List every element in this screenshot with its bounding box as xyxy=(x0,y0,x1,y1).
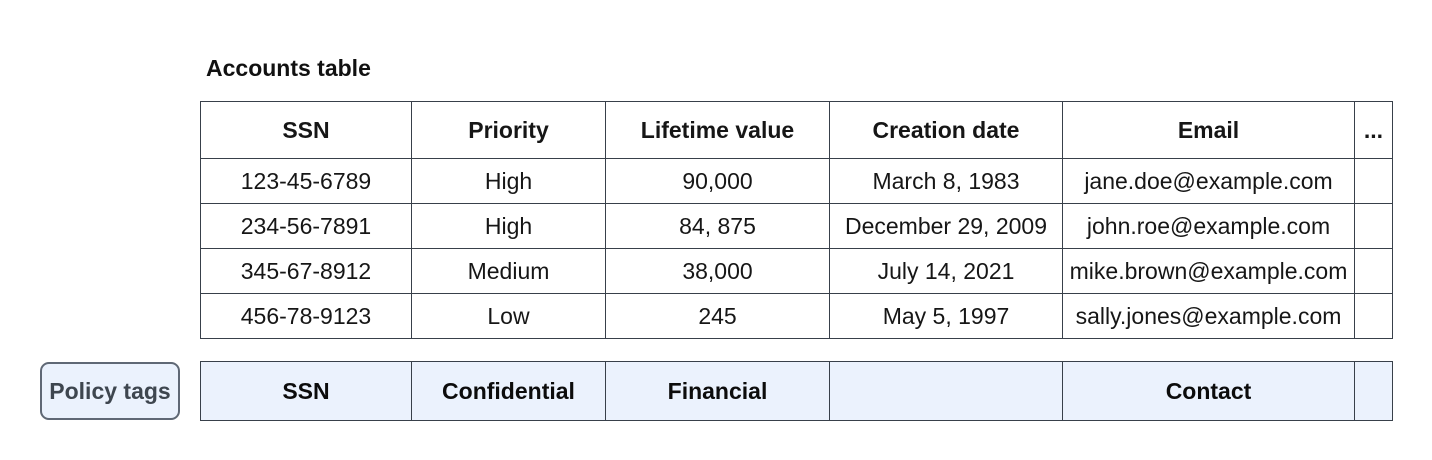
policy-tag-empty xyxy=(829,361,1063,421)
cell-lifetime-value: 84, 875 xyxy=(605,203,830,249)
cell-email: mike.brown@example.com xyxy=(1062,248,1355,294)
cell-priority: Low xyxy=(411,293,606,339)
cell-priority: High xyxy=(411,158,606,204)
cell-more xyxy=(1354,293,1393,339)
accounts-table: SSN Priority Lifetime value Creation dat… xyxy=(200,101,1393,339)
cell-lifetime-value: 38,000 xyxy=(605,248,830,294)
cell-email: jane.doe@example.com xyxy=(1062,158,1355,204)
cell-more xyxy=(1354,203,1393,249)
column-header-email: Email xyxy=(1062,101,1355,159)
cell-creation-date: December 29, 2009 xyxy=(829,203,1063,249)
policy-tag-financial: Financial xyxy=(605,361,830,421)
cell-more xyxy=(1354,158,1393,204)
cell-creation-date: May 5, 1997 xyxy=(829,293,1063,339)
table-title: Accounts table xyxy=(206,55,371,81)
policy-tags-chip-label: Policy tags xyxy=(49,377,171,404)
cell-more xyxy=(1354,248,1393,294)
table-row: 123-45-6789 High 90,000 March 8, 1983 ja… xyxy=(200,158,1393,204)
table-row: 234-56-7891 High 84, 875 December 29, 20… xyxy=(200,203,1393,249)
column-header-more: ... xyxy=(1354,101,1393,159)
column-header-ssn: SSN xyxy=(200,101,412,159)
policy-row: SSN Confidential Financial Contact xyxy=(200,361,1393,421)
cell-ssn: 123-45-6789 xyxy=(200,158,412,204)
cell-ssn: 456-78-9123 xyxy=(200,293,412,339)
cell-lifetime-value: 245 xyxy=(605,293,830,339)
cell-email: sally.jones@example.com xyxy=(1062,293,1355,339)
table-row: 456-78-9123 Low 245 May 5, 1997 sally.jo… xyxy=(200,293,1393,339)
cell-email: john.roe@example.com xyxy=(1062,203,1355,249)
cell-ssn: 345-67-8912 xyxy=(200,248,412,294)
policy-tag-empty xyxy=(1354,361,1393,421)
cell-priority: Medium xyxy=(411,248,606,294)
policy-tag-confidential: Confidential xyxy=(411,361,606,421)
policy-tag-ssn: SSN xyxy=(200,361,412,421)
column-header-creation-date: Creation date xyxy=(829,101,1063,159)
cell-creation-date: March 8, 1983 xyxy=(829,158,1063,204)
header-row: SSN Priority Lifetime value Creation dat… xyxy=(200,101,1393,159)
cell-ssn: 234-56-7891 xyxy=(200,203,412,249)
cell-priority: High xyxy=(411,203,606,249)
policy-tag-contact: Contact xyxy=(1062,361,1355,421)
policy-tags-chip: Policy tags xyxy=(40,362,180,420)
table-row: 345-67-8912 Medium 38,000 July 14, 2021 … xyxy=(200,248,1393,294)
column-header-priority: Priority xyxy=(411,101,606,159)
column-header-lifetime-value: Lifetime value xyxy=(605,101,830,159)
cell-lifetime-value: 90,000 xyxy=(605,158,830,204)
cell-creation-date: July 14, 2021 xyxy=(829,248,1063,294)
policy-tags-row: SSN Confidential Financial Contact xyxy=(200,361,1393,421)
